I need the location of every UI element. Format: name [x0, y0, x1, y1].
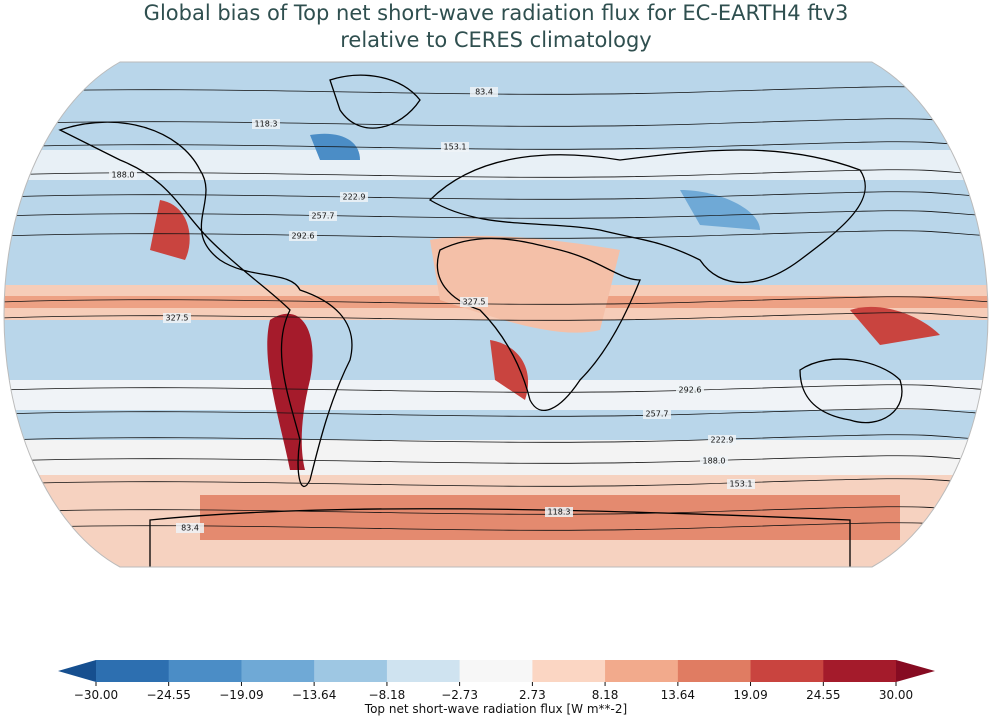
- colorbar-bin: [459, 660, 533, 682]
- contour-label: 83.4: [475, 88, 493, 97]
- contour-label: 327.5: [463, 298, 486, 307]
- contour-label: 153.1: [444, 143, 467, 152]
- contour-label: 222.9: [343, 193, 366, 202]
- contour-line: [4, 408, 988, 417]
- coastlines: [58, 74, 903, 567]
- contour-label: 118.3: [548, 508, 571, 517]
- contour-label-bg: [109, 170, 137, 180]
- colorbar-tick-label: 30.00: [879, 688, 913, 702]
- contour-label: 188.0: [703, 457, 726, 466]
- colorbar-bin: [96, 660, 170, 682]
- contour-line: [4, 312, 988, 321]
- colorbar: −30.00 −24.55 −19.09 −13.64 −8.18 −2.73 2.73 8.…: [58, 660, 935, 716]
- bias-band: [4, 150, 988, 180]
- colorbar-tick-label: −8.18: [369, 688, 406, 702]
- bias-region: [850, 306, 940, 345]
- contour-label: 222.9: [711, 436, 734, 445]
- contour-line: [4, 230, 988, 239]
- contour-line: [4, 434, 988, 443]
- colorbar-bin: [386, 660, 461, 682]
- contour-label: 188.0: [112, 171, 135, 180]
- colorbar-tick-label: −30.00: [74, 688, 118, 702]
- colorbar-tick-label: 13.64: [661, 688, 695, 702]
- colorbar-tick-label: −24.55: [146, 688, 190, 702]
- contour-label-bg: [708, 435, 736, 445]
- contour-label-bg: [309, 211, 337, 221]
- contour-line: [4, 384, 988, 393]
- bias-band: [4, 440, 988, 475]
- title-line: relative to CERES climatology: [340, 28, 652, 52]
- contour-line: [4, 478, 988, 487]
- contour-label-bg: [643, 409, 671, 419]
- contour-line: [4, 506, 988, 515]
- contour-label: 327.5: [166, 314, 189, 323]
- contour-line: [4, 210, 988, 219]
- contour-label-bg: [340, 192, 368, 202]
- contour-line: [4, 296, 988, 305]
- title-line: Global bias of Top net short-wave radiat…: [144, 1, 849, 25]
- contour-label: 257.7: [646, 410, 669, 419]
- contour-label-bg: [163, 313, 191, 323]
- contour-line: [4, 455, 988, 464]
- contour-line: [4, 191, 988, 200]
- colorbar-label: Top net short-wave radiation flux [W m**…: [364, 702, 627, 716]
- contour-line: [4, 141, 988, 150]
- colorbar-bin: [750, 660, 824, 682]
- contour-label-bg: [176, 523, 204, 533]
- contour-label: 118.3: [255, 120, 278, 129]
- colorbar-bin: [314, 660, 388, 682]
- contour-label-bg: [676, 385, 704, 395]
- contour-line: [4, 169, 988, 178]
- colorbar-tick-label: −19.09: [219, 688, 263, 702]
- bias-region: [680, 190, 760, 230]
- contour-label-bg: [470, 87, 498, 97]
- contour-label: 83.4: [181, 524, 199, 533]
- map-frame: [3, 61, 989, 568]
- bias-region: [490, 340, 529, 400]
- colorbar-under: [58, 660, 96, 682]
- contour-label-bg: [545, 507, 573, 517]
- bias-region: [150, 200, 190, 260]
- colorbar-bin: [677, 660, 752, 682]
- colorbar-tick-label: 24.55: [806, 688, 840, 702]
- colorbar-tick-label: 19.09: [733, 688, 767, 702]
- contour-label-bg: [289, 231, 317, 241]
- contour-label: 257.7: [312, 212, 335, 221]
- bias-band: [4, 380, 988, 410]
- colorbar-tick-label: −13.64: [292, 688, 336, 702]
- contour-label-bg: [727, 479, 755, 489]
- map-field: 83.4 83.4 118.3 118.3 153.1 153.1 188.0 188.0 22…: [4, 62, 988, 567]
- contour-label-bg: [252, 119, 280, 129]
- contour-label-bg: [700, 456, 728, 466]
- contour-label: 153.1: [730, 480, 753, 489]
- colorbar-bin: [605, 660, 679, 682]
- contour-label: 292.6: [679, 386, 702, 395]
- colorbar-over: [896, 660, 935, 682]
- colorbar-bin: [241, 660, 315, 682]
- bias-region: [267, 313, 313, 470]
- contour-label-bg: [441, 142, 469, 152]
- contour-line: [4, 118, 988, 127]
- colorbar-tick-label: 8.18: [592, 688, 619, 702]
- colorbar-tick-label: −2.73: [441, 688, 478, 702]
- contour-label: 292.6: [292, 232, 315, 241]
- colorbar-bin: [823, 660, 897, 682]
- contour-label-bg: [460, 297, 488, 307]
- colorbar-bin: [168, 660, 242, 682]
- colorbar-tick-label: 2.73: [519, 688, 546, 702]
- colorbar-bin: [532, 660, 606, 682]
